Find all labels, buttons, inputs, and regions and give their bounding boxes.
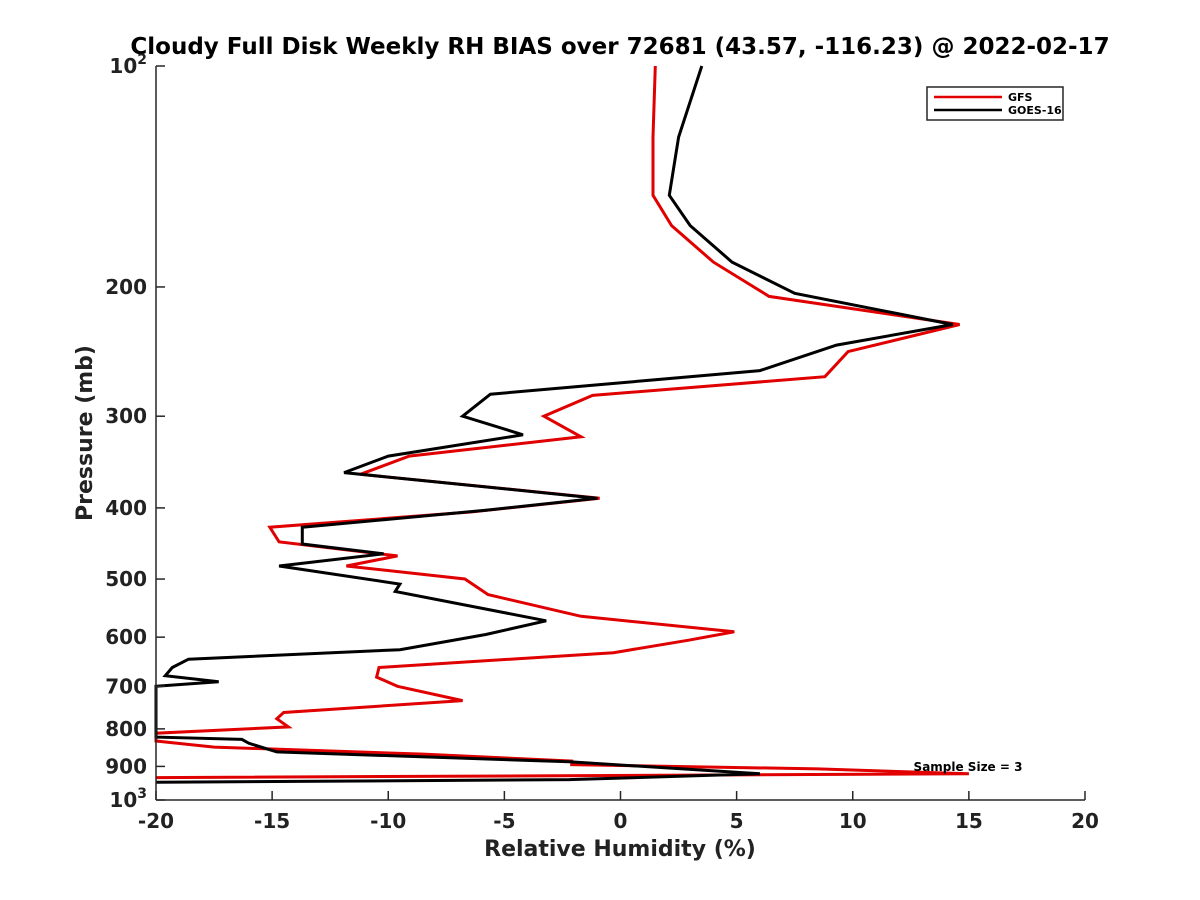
- legend-box: [926, 86, 1064, 121]
- plot-area: [156, 66, 1085, 800]
- y-tick-label: 900: [105, 754, 147, 778]
- x-tick-label: -20: [138, 809, 174, 833]
- x-tick-label: 20: [1071, 809, 1099, 833]
- series-line-goes-16: [154, 65, 953, 784]
- y-tick-label: 700: [105, 674, 147, 698]
- legend-label-gfs: GFS: [1008, 91, 1033, 104]
- y-tick-label: 800: [105, 717, 147, 741]
- x-axis-ticks: -20 -15 -10 -5 0 5 10 15 20: [138, 791, 1099, 833]
- x-axis-label: Relative Humidity (%): [484, 837, 756, 862]
- x-tick-label: 5: [730, 809, 744, 833]
- x-tick-label: -15: [254, 809, 290, 833]
- y-tick-label: 300: [105, 404, 147, 428]
- y-tick-label: 200: [105, 275, 147, 299]
- y-tick-label: 600: [105, 625, 147, 649]
- x-tick-label: 15: [955, 809, 983, 833]
- chart-title: Cloudy Full Disk Weekly RH BIAS over 726…: [130, 34, 1109, 60]
- series-line-gfs: [154, 65, 969, 780]
- sample-size-annotation: Sample Size = 3: [914, 760, 1023, 774]
- x-tick-label: 10: [839, 809, 867, 833]
- y-axis-label: Pressure (mb): [73, 345, 98, 521]
- y-tick-label: 103: [109, 786, 147, 812]
- y-axis-ticks: 102 200 300 400 500 600 700 800 900 103: [105, 52, 165, 812]
- y-tick-label: 400: [105, 496, 147, 520]
- legend-label-goes-16: GOES-16: [1008, 104, 1062, 117]
- y-tick-label: 500: [105, 567, 147, 591]
- x-tick-label: -5: [493, 809, 515, 833]
- x-tick-label: -10: [370, 809, 406, 833]
- legend: GFS GOES-16: [926, 86, 1064, 121]
- x-tick-label: 0: [614, 809, 628, 833]
- y-tick-label: 102: [109, 52, 147, 78]
- series-layer: [154, 65, 969, 784]
